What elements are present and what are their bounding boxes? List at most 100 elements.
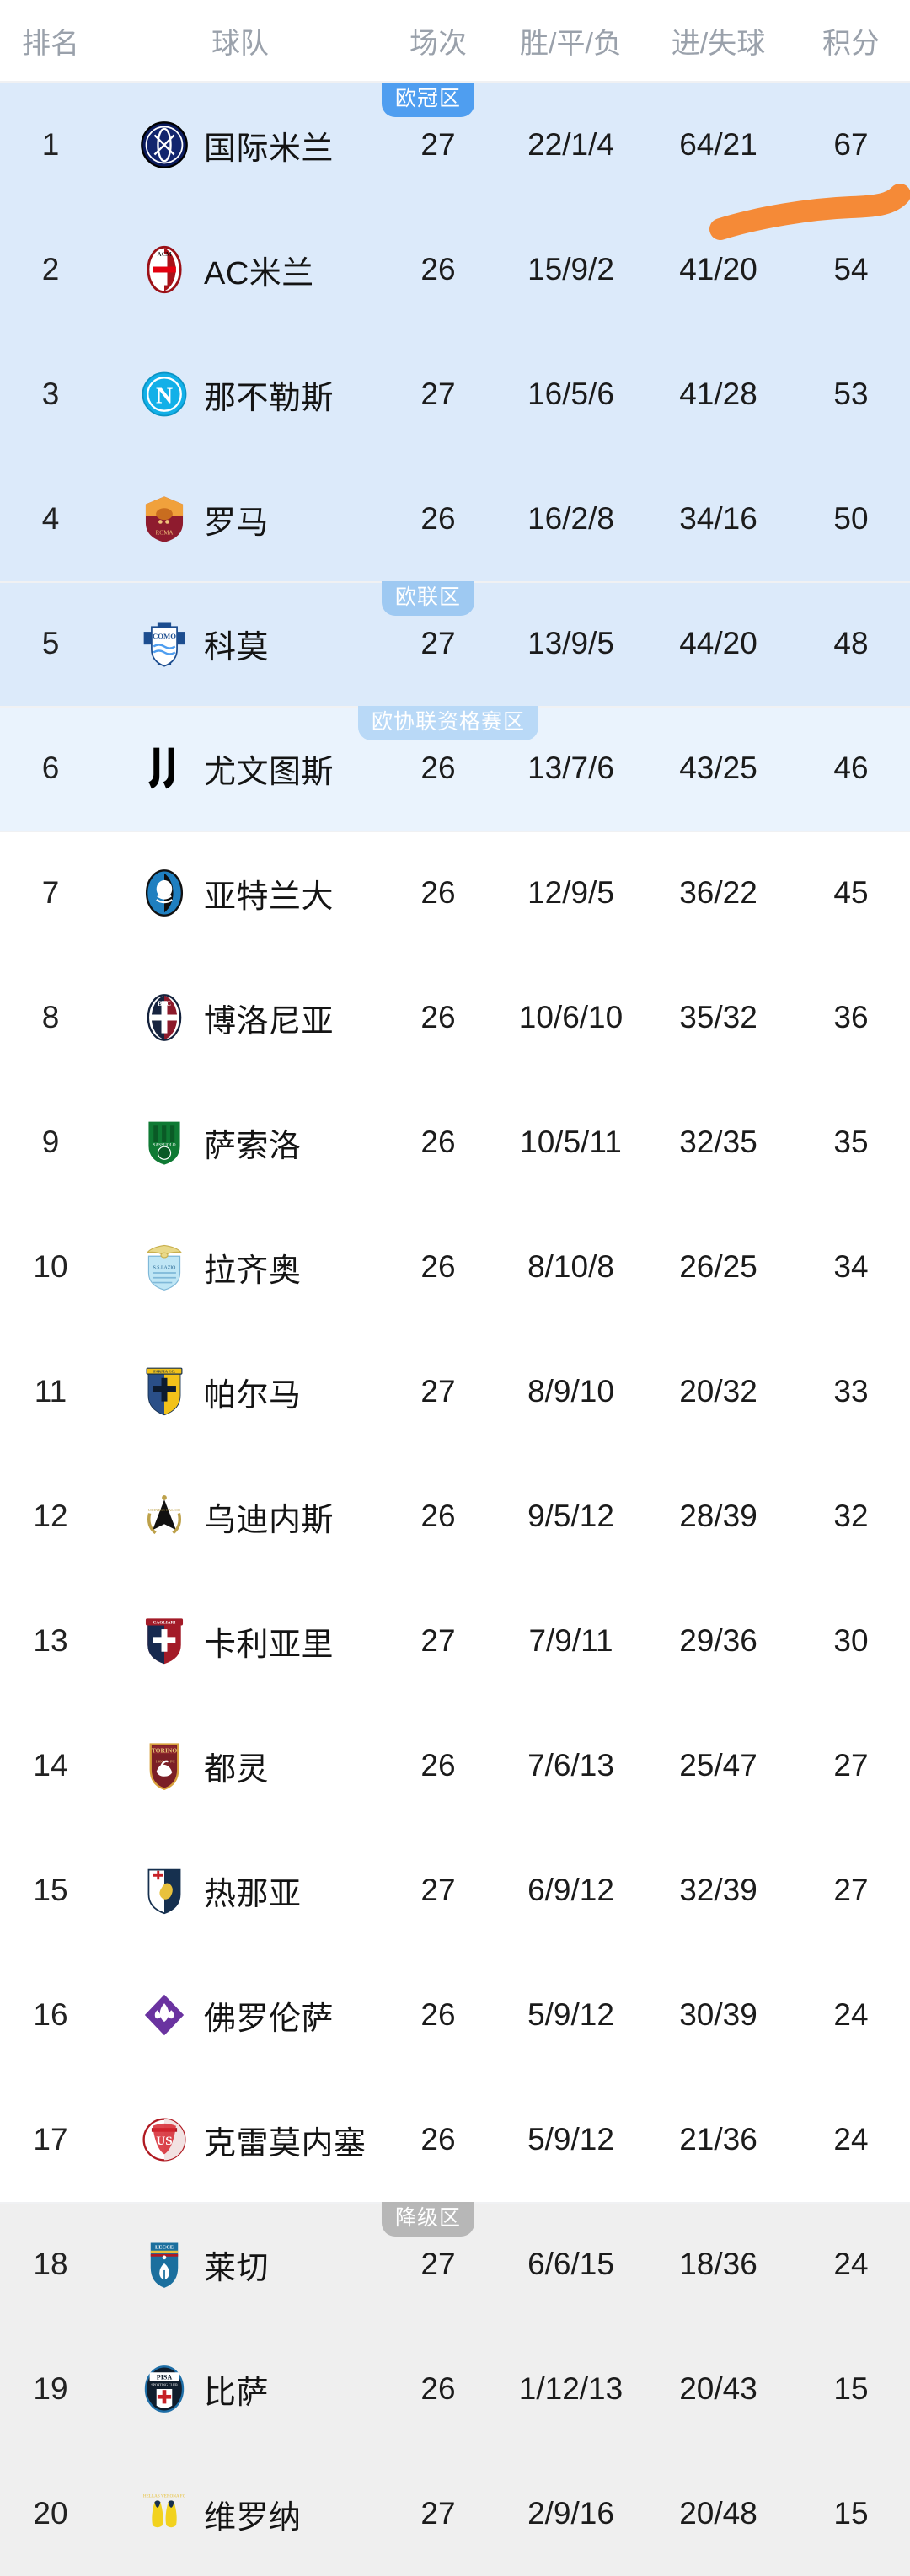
row-team[interactable]: 国际米兰 — [101, 120, 379, 169]
sassuolo-crest: SASSUOLO — [140, 1118, 189, 1167]
table-row[interactable]: 3 N 那不勒斯 27 16/5/6 41/28 53 — [0, 332, 910, 457]
row-goals: 32/35 — [679, 1125, 757, 1159]
team-name: 博洛尼亚 — [204, 1003, 335, 1039]
row-played: 27 — [420, 2496, 456, 2531]
row-played: 27 — [420, 626, 456, 660]
row-rank: 4 — [41, 501, 60, 536]
row-wdl: 6/6/15 — [527, 2247, 614, 2281]
row-wdl: 10/6/10 — [518, 1000, 624, 1034]
row-team[interactable]: S.S.LAZIO 拉齐奥 — [101, 1243, 379, 1291]
row-played: 27 — [420, 377, 456, 411]
row-wdl: 16/2/8 — [527, 501, 614, 536]
row-team[interactable]: UDINESE CALCIO 乌迪内斯 — [101, 1492, 379, 1541]
row-team[interactable]: ACM AC米兰 — [101, 245, 379, 294]
table-row[interactable]: 降级区 18 LECCE 莱切 27 6/6/15 18/36 24 — [0, 2202, 910, 2327]
column-header-points: 积分 — [822, 27, 880, 60]
table-header-row: 排名 球队 场次 胜/平/负 进/失球 积分 — [0, 0, 910, 83]
row-team[interactable]: COMO 科莫 — [101, 619, 379, 668]
table-row[interactable]: 欧联区 5 COMO 科莫 27 13/9/5 44/20 48 — [0, 581, 910, 706]
lazio-crest: S.S.LAZIO — [140, 1243, 189, 1291]
inter-milan-crest — [140, 120, 189, 169]
row-team[interactable]: N 那不勒斯 — [101, 370, 379, 419]
team-name: 都灵 — [204, 1751, 270, 1788]
row-wdl: 9/5/12 — [527, 1499, 614, 1533]
row-rank: 2 — [41, 252, 60, 286]
row-rank: 7 — [41, 875, 60, 910]
row-rank: 11 — [34, 1374, 67, 1408]
row-rank: 16 — [33, 1997, 68, 2032]
row-goals: 29/36 — [679, 1623, 757, 1658]
team-name: 乌迪内斯 — [204, 1502, 335, 1538]
table-row[interactable]: 10 S.S.LAZIO 拉齐奥 26 8/10/8 26/25 34 — [0, 1205, 910, 1329]
svg-text:PISA: PISA — [157, 2373, 173, 2381]
table-row[interactable]: 2 ACM AC米兰 26 15/9/2 41/20 54 — [0, 207, 910, 332]
row-rank: 20 — [33, 2496, 68, 2531]
row-points: 35 — [833, 1125, 869, 1159]
row-goals: 20/43 — [679, 2371, 757, 2406]
row-team[interactable]: PISA SPORTING CLUB 比萨 — [101, 2365, 379, 2413]
row-team[interactable]: CAGLIARI 卡利亚里 — [101, 1617, 379, 1665]
table-row[interactable]: 7 亚特兰大 26 12/9/5 36/22 45 — [0, 831, 910, 955]
row-points: 67 — [833, 127, 869, 162]
row-goals: 20/32 — [679, 1374, 757, 1408]
team-name: AC米兰 — [204, 255, 314, 291]
table-row[interactable]: 19 PISA SPORTING CLUB 比萨 26 1/12/13 20/43 15 — [0, 2327, 910, 2451]
svg-text:TORINO: TORINO — [152, 1746, 178, 1754]
table-row[interactable]: 9 SASSUOLO 萨索洛 26 10/5/11 32/35 35 — [0, 1080, 910, 1205]
row-goals: 34/16 — [679, 501, 757, 536]
cagliari-crest: CAGLIARI — [140, 1617, 189, 1665]
table-row[interactable]: 15 热那亚 27 6/9/12 32/39 27 — [0, 1828, 910, 1953]
column-header-wdl: 胜/平/负 — [520, 27, 622, 60]
table-row[interactable]: 13 CAGLIARI 卡利亚里 27 7/9/11 29/36 30 — [0, 1579, 910, 1703]
row-played: 26 — [420, 1499, 456, 1533]
row-team[interactable]: HELLAS VERONA FC 维罗纳 — [101, 2489, 379, 2538]
svg-text:1906: 1906 — [156, 1761, 164, 1765]
table-row[interactable]: 17 US 克雷莫内塞 26 5/9/12 21/36 24 — [0, 2077, 910, 2202]
row-wdl: 8/10/8 — [527, 1249, 614, 1284]
row-points: 24 — [833, 2122, 869, 2156]
table-row[interactable]: 16 佛罗伦萨 26 5/9/12 30/39 24 — [0, 1953, 910, 2077]
row-team[interactable]: 亚特兰大 — [101, 868, 379, 917]
row-team[interactable]: PARMA F.C. 帕尔马 — [101, 1367, 379, 1416]
row-team[interactable]: TORINO 1906 FC 都灵 — [101, 1741, 379, 1790]
row-played: 26 — [420, 1125, 456, 1159]
table-body: 欧冠区 1 国际米兰 27 22/1/4 64/21 67 2 ACM AC米兰 26 15/9/2 4… — [0, 83, 910, 2576]
row-team[interactable]: US 克雷莫内塞 — [101, 2115, 379, 2164]
row-points: 48 — [833, 626, 869, 660]
table-row[interactable]: 8 BFC 博洛尼亚 26 10/6/10 35/32 36 — [0, 955, 910, 1080]
table-row[interactable]: 4 ROMA 罗马 26 16/2/8 34/16 50 — [0, 457, 910, 581]
row-points: 30 — [833, 1623, 869, 1658]
row-team[interactable]: LECCE 莱切 — [101, 2240, 379, 2289]
team-name: 罗马 — [204, 505, 270, 541]
table-row[interactable]: 12 UDINESE CALCIO 乌迪内斯 26 9/5/12 28/39 32 — [0, 1454, 910, 1579]
row-rank: 12 — [33, 1499, 68, 1533]
svg-text:PARMA F.C.: PARMA F.C. — [153, 1370, 175, 1374]
row-played: 26 — [420, 2371, 456, 2406]
svg-text:BFC: BFC — [158, 1000, 171, 1007]
row-team[interactable]: 热那亚 — [101, 1866, 379, 1915]
row-rank: 18 — [33, 2247, 68, 2281]
zone-badge-ucl: 欧冠区 — [381, 83, 475, 117]
lecce-crest: LECCE — [140, 2240, 189, 2289]
row-team[interactable]: BFC 博洛尼亚 — [101, 993, 379, 1042]
row-goals: 32/39 — [679, 1873, 757, 1907]
row-points: 50 — [833, 501, 869, 536]
table-row[interactable]: 14 TORINO 1906 FC 都灵 26 7/6/13 25/47 27 — [0, 1703, 910, 1828]
row-team[interactable]: 佛罗伦萨 — [101, 1991, 379, 2039]
table-row[interactable]: 11 PARMA F.C. 帕尔马 27 8/9/10 20/32 33 — [0, 1329, 910, 1454]
svg-text:US: US — [156, 2135, 172, 2148]
table-row[interactable]: 20 HELLAS VERONA FC 维罗纳 27 2/9/16 20/48 15 — [0, 2451, 910, 2576]
row-rank: 6 — [41, 751, 60, 785]
row-points: 24 — [833, 2247, 869, 2281]
row-goals: 36/22 — [679, 875, 757, 910]
row-team[interactable]: SASSUOLO 萨索洛 — [101, 1118, 379, 1167]
row-played: 26 — [420, 1997, 456, 2032]
row-team[interactable]: ROMA 罗马 — [101, 494, 379, 543]
row-goals: 18/36 — [679, 2247, 757, 2281]
table-row[interactable]: 欧协联资格赛区 6 尤文图斯 26 13/7/6 43/25 46 — [0, 706, 910, 831]
column-header-team: 球队 — [211, 27, 269, 60]
row-played: 26 — [420, 1748, 456, 1782]
table-row[interactable]: 欧冠区 1 国际米兰 27 22/1/4 64/21 67 — [0, 83, 910, 207]
row-team[interactable]: 尤文图斯 — [101, 744, 379, 793]
